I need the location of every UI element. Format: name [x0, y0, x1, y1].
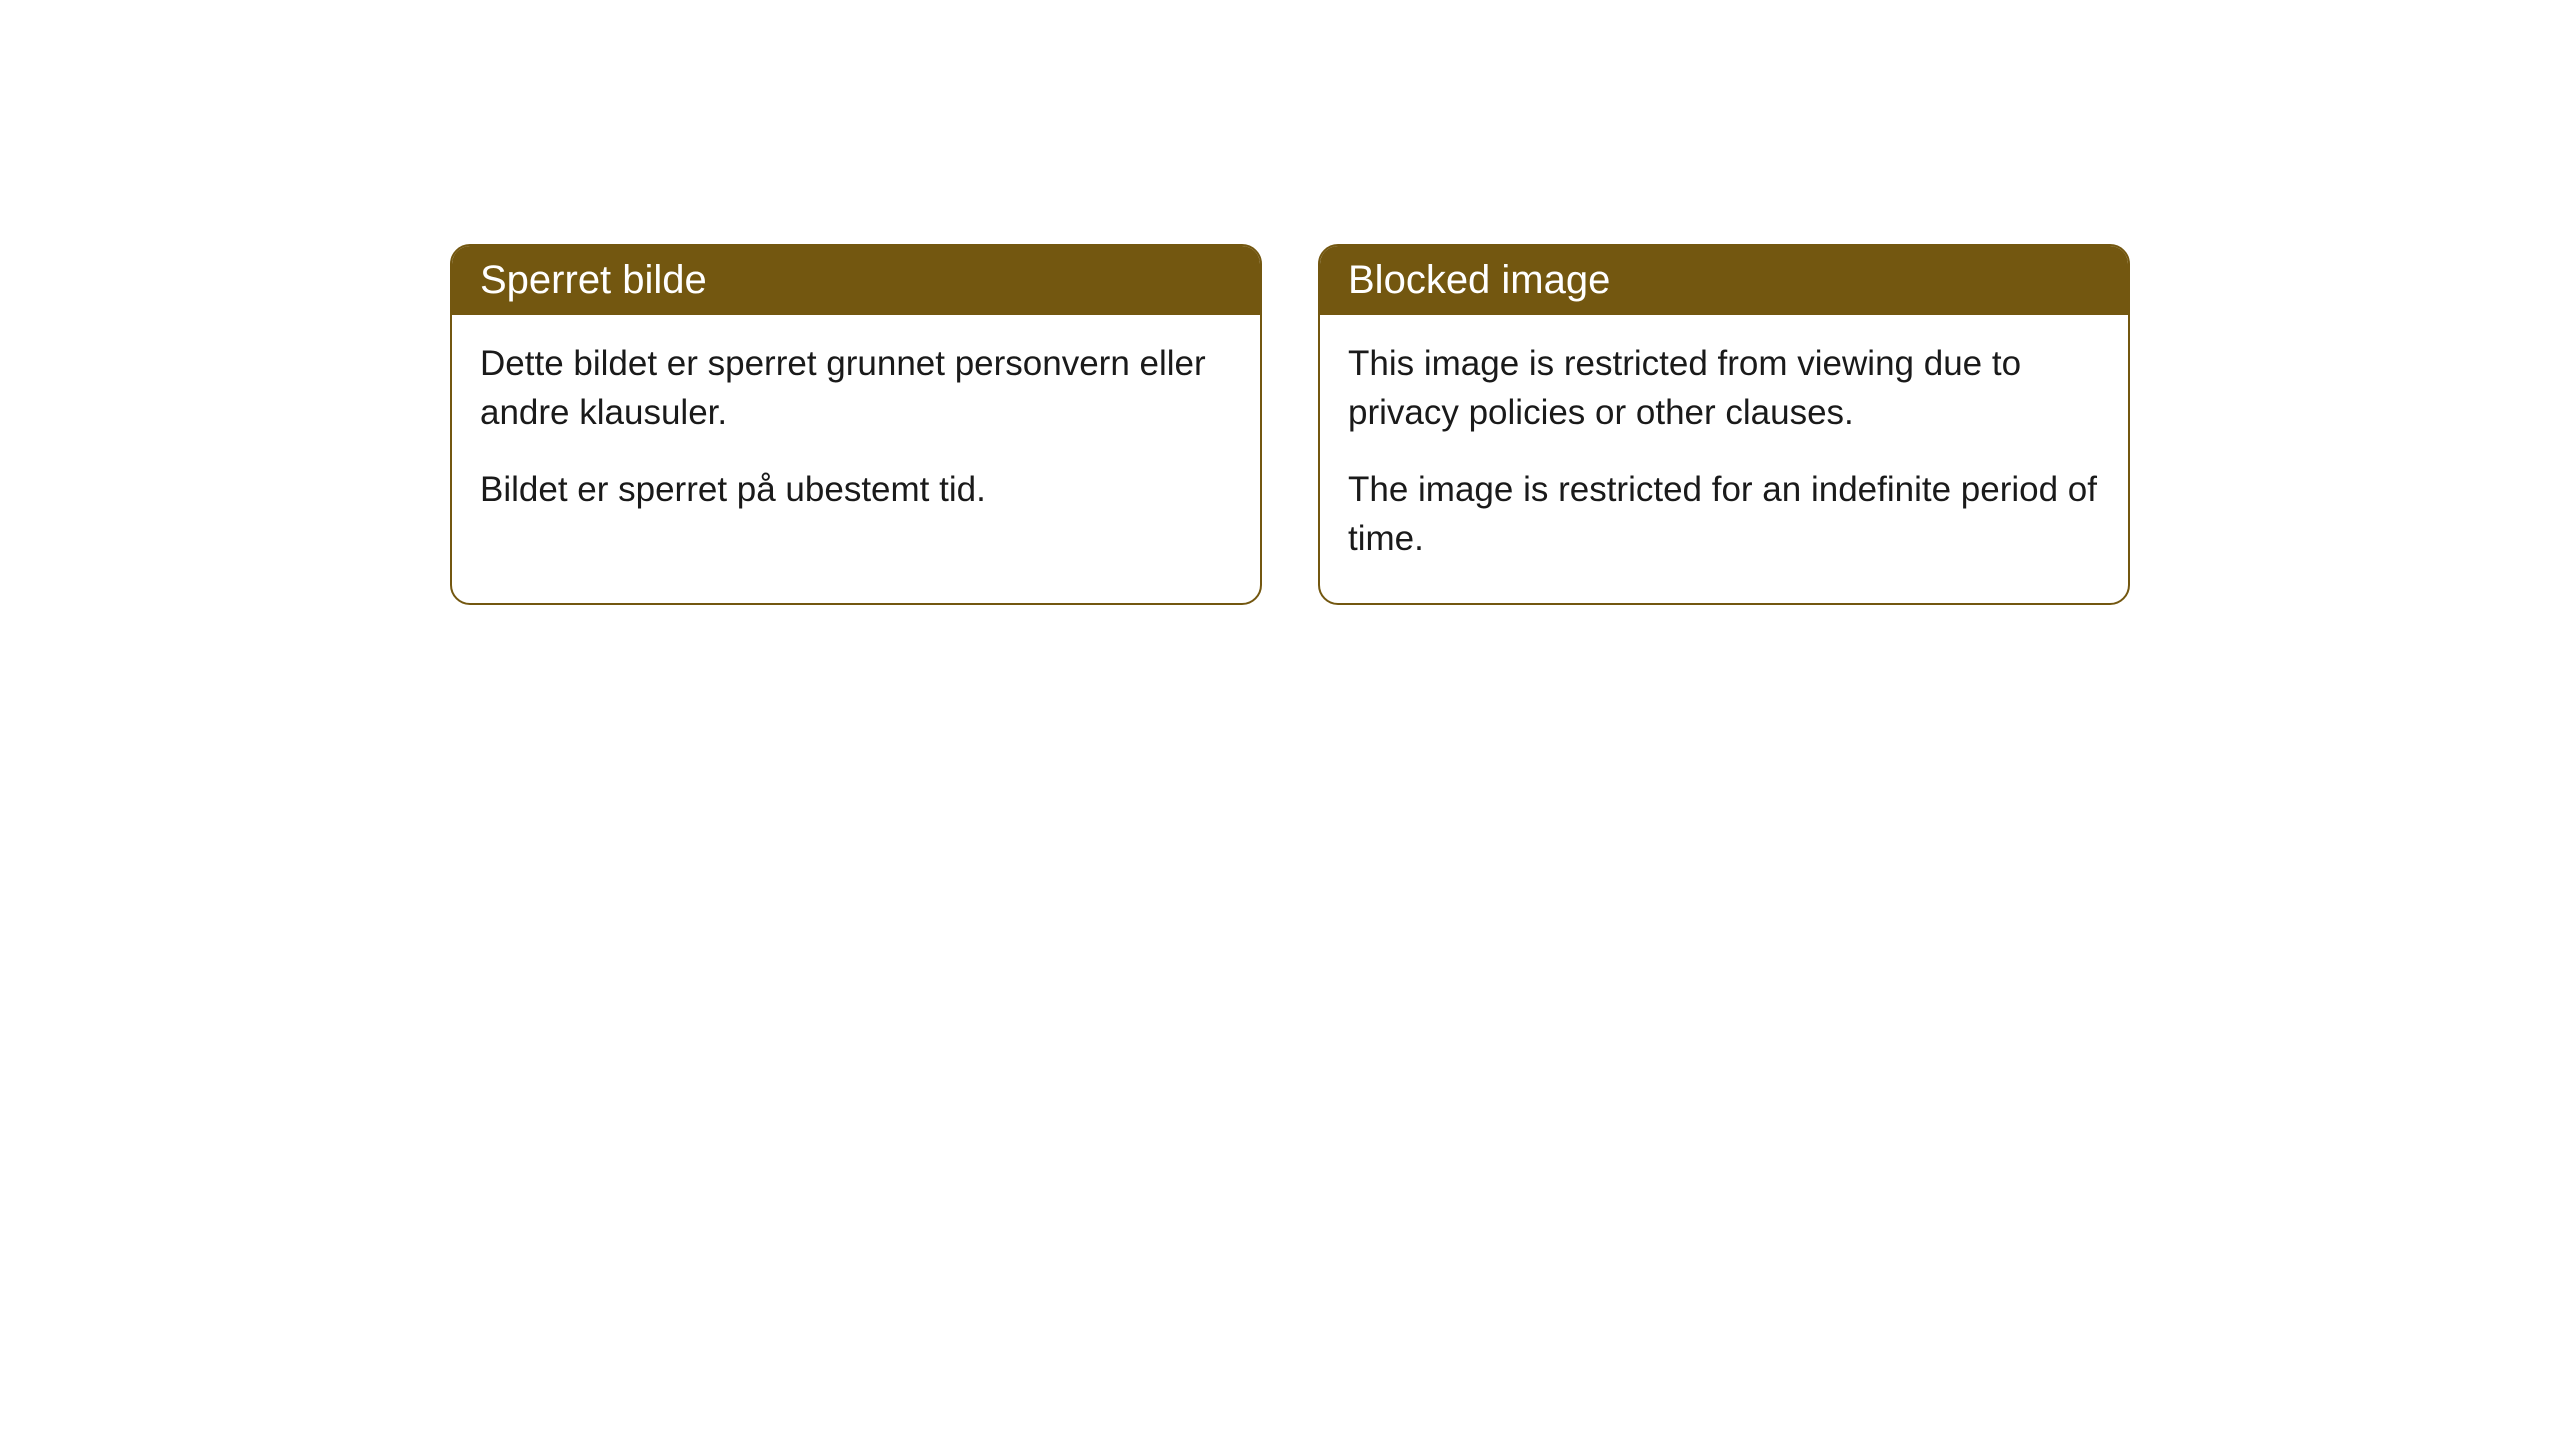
card-header-english: Blocked image	[1320, 246, 2128, 315]
blocked-image-card-norwegian: Sperret bilde Dette bildet er sperret gr…	[450, 244, 1262, 605]
card-body-norwegian: Dette bildet er sperret grunnet personve…	[452, 315, 1260, 554]
card-header-norwegian: Sperret bilde	[452, 246, 1260, 315]
card-paragraph: This image is restricted from viewing du…	[1348, 339, 2100, 437]
card-paragraph: Dette bildet er sperret grunnet personve…	[480, 339, 1232, 437]
card-paragraph: Bildet er sperret på ubestemt tid.	[480, 465, 1232, 514]
card-body-english: This image is restricted from viewing du…	[1320, 315, 2128, 603]
card-paragraph: The image is restricted for an indefinit…	[1348, 465, 2100, 563]
card-title: Blocked image	[1348, 258, 1610, 302]
cards-container: Sperret bilde Dette bildet er sperret gr…	[450, 244, 2130, 605]
card-title: Sperret bilde	[480, 258, 707, 302]
blocked-image-card-english: Blocked image This image is restricted f…	[1318, 244, 2130, 605]
